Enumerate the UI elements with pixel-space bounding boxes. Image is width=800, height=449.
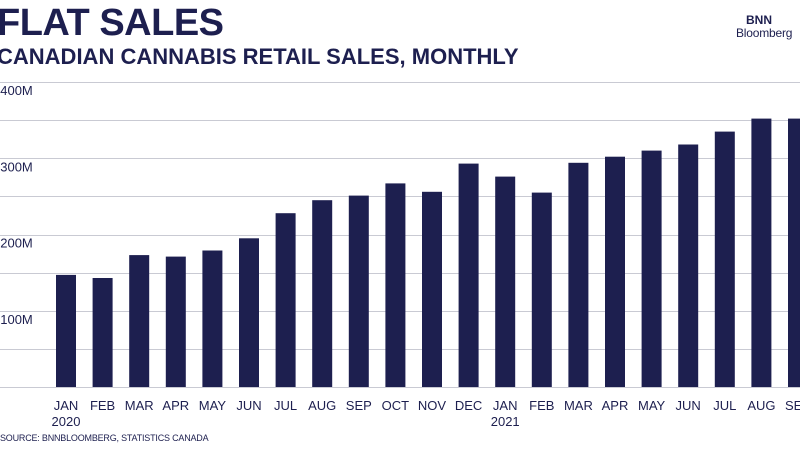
bar [56,274,76,387]
bar [458,163,479,387]
bnn-bloomberg-logo: BNN Bloomberg [736,14,800,40]
x-tick-label: AUG [747,398,775,413]
x-tick-label: FEB [90,398,115,413]
bar [385,183,406,387]
bar [422,191,442,387]
bar [92,278,113,387]
chart-subtitle: CANADIAN CANNABIS RETAIL SALES, MONTHLY [0,44,519,69]
bar [751,118,772,387]
x-tick-label: FEB [529,398,554,413]
x-tick-label: SEP [785,398,800,413]
x-tick-label: MAR [564,398,593,413]
bar [678,144,699,387]
x-year-label: 2021 [491,414,520,429]
bar [714,131,735,387]
x-tick-label: APR [162,398,189,413]
y-axis-tick-labels: $100M $200M $300M $400M [0,83,33,327]
source-note: SOURCE: BNNBLOOMBERG, STATISTICS CANADA [0,433,209,443]
x-tick-label: APR [602,398,629,413]
y-tick-label: $100M [0,312,33,327]
bar [312,200,333,387]
y-tick-label: $200M [0,236,33,251]
bar [605,156,625,387]
bar [129,255,150,387]
logo-bnn-text: BNN [746,13,772,27]
x-tick-label: JUN [676,398,701,413]
y-tick-label: $400M [0,83,33,98]
x-tick-label: JUL [713,398,736,413]
bar [275,213,296,387]
chart-title: FLAT SALES [0,2,224,44]
x-tick-label: JUN [236,398,261,413]
bar [495,176,516,387]
bar [165,256,186,387]
x-tick-label: DEC [455,398,482,413]
x-tick-label: NOV [418,398,447,413]
x-tick-label: JAN [493,398,518,413]
bar [239,238,259,387]
bar [202,250,223,387]
bar [641,150,662,387]
x-tick-label: MAY [199,398,227,413]
x-tick-label: JAN [54,398,79,413]
x-tick-label: JUL [274,398,297,413]
x-tick-label: AUG [308,398,336,413]
bar [348,195,369,387]
x-tick-label: MAY [638,398,666,413]
x-tick-label: SEP [346,398,372,413]
y-tick-label: $300M [0,159,33,174]
x-tick-label: OCT [382,398,410,413]
bar [531,192,552,387]
logo-bloomberg-text: Bloomberg [736,26,793,40]
x-tick-label: MAR [125,398,154,413]
bar [568,162,589,387]
bar [788,118,800,387]
bars [56,118,800,387]
x-year-label: 2020 [52,414,81,429]
